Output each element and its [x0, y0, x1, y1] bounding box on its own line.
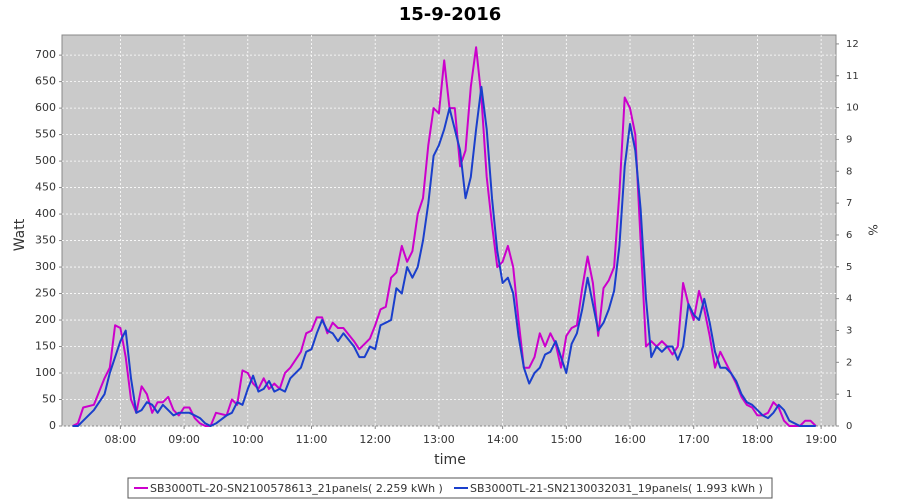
y-tick-label: 400 [35, 207, 56, 220]
x-tick-label: 16:00 [614, 433, 646, 446]
y2-tick-label: 6 [846, 230, 852, 241]
y-axis-label: Watt [12, 218, 28, 251]
x-tick-label: 10:00 [232, 433, 264, 446]
y2-tick-label: 4 [846, 294, 852, 305]
y-tick-label: 50 [42, 393, 56, 406]
y2-tick-label: 9 [846, 134, 852, 145]
y-tick-label: 250 [35, 287, 56, 300]
x-tick-label: 13:00 [423, 433, 455, 446]
y-tick-label: 350 [35, 234, 56, 247]
legend-label: SB3000TL-20-SN2100578613_21panels( 2.259… [150, 482, 443, 495]
series-line [72, 85, 816, 427]
y2-tick-label: 12 [846, 39, 859, 50]
y-tick-label: 500 [35, 154, 56, 167]
y2-tick-label: 0 [846, 421, 852, 432]
y2-tick-label: 1 [846, 389, 852, 400]
y2-tick-label: 3 [846, 325, 852, 336]
y2-tick-label: 5 [846, 262, 852, 273]
x-tick-label: 12:00 [359, 433, 391, 446]
y2-tick-label: 10 [846, 103, 859, 114]
y-tick-label: 700 [35, 48, 56, 61]
x-tick-label: 17:00 [678, 433, 710, 446]
y-tick-label: 0 [49, 419, 56, 432]
y2-tick-label: 7 [846, 198, 852, 209]
x-tick-label: 18:00 [742, 433, 774, 446]
y2-tick-label: 2 [846, 357, 852, 368]
y2-axis-label: % [866, 224, 880, 235]
y-tick-label: 450 [35, 181, 56, 194]
x-tick-label: 14:00 [487, 433, 519, 446]
x-tick-label: 19:00 [805, 433, 837, 446]
y-tick-label: 150 [35, 340, 56, 353]
x-tick-label: 11:00 [296, 433, 328, 446]
series-line [72, 46, 817, 427]
y2-tick-label: 8 [846, 166, 852, 177]
y-tick-label: 200 [35, 313, 56, 326]
x-axis-label: time [434, 452, 466, 468]
y2-tick-label: 11 [846, 71, 859, 82]
y-tick-label: 550 [35, 128, 56, 141]
legend [127, 477, 773, 499]
x-tick-label: 15:00 [550, 433, 582, 446]
y-tick-label: 650 [35, 75, 56, 88]
y-tick-label: 100 [35, 366, 56, 379]
chart-title: 15-9-2016 [399, 4, 502, 25]
x-tick-label: 09:00 [168, 433, 200, 446]
y-tick-label: 600 [35, 101, 56, 114]
y-tick-label: 300 [35, 260, 56, 273]
legend-label: SB3000TL-21-SN2130032031_19panels( 1.993… [470, 482, 763, 495]
x-tick-label: 08:00 [105, 433, 137, 446]
